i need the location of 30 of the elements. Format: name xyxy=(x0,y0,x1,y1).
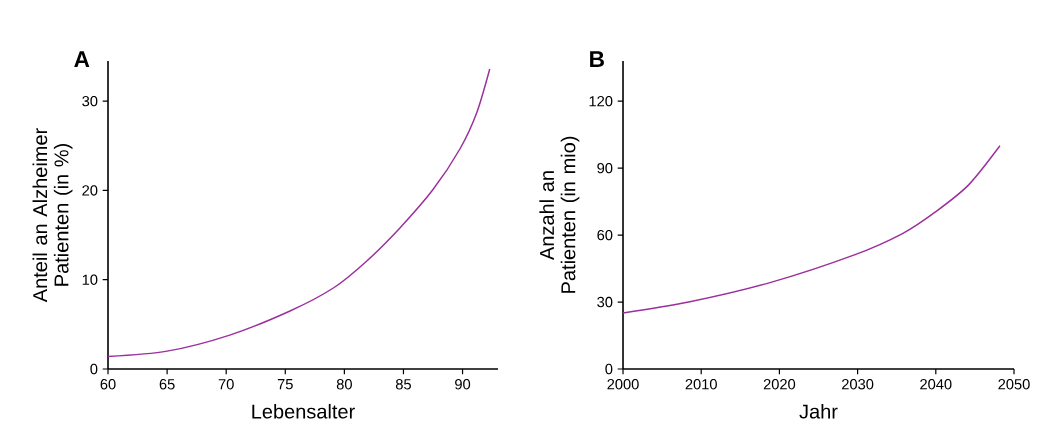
y-tick-label: 120 xyxy=(589,96,613,107)
x-tick-label: 2040 xyxy=(920,379,952,390)
x-axis-title: Jahr xyxy=(799,403,838,419)
chart-title: A xyxy=(74,51,90,67)
y-tick-label: 20 xyxy=(82,185,98,196)
y-tick-label: 0 xyxy=(605,363,613,375)
x-tick-label: 70 xyxy=(218,379,234,390)
x-tick-label: 75 xyxy=(277,379,293,390)
chart-title: B xyxy=(590,51,604,67)
y-axis-title: Anzahl an Patienten (in mio) xyxy=(539,136,580,293)
x-tick-label: 2050 xyxy=(998,379,1030,390)
y-tick-label: 60 xyxy=(597,229,613,241)
x-tick-label: 80 xyxy=(336,379,352,390)
y-tick-label: 30 xyxy=(597,296,613,308)
x-tick-label: 2020 xyxy=(763,379,796,390)
x-tick-label: 60 xyxy=(100,379,116,390)
y-axis-title: Anteil an Alzheimer Patienten (in %) xyxy=(32,128,73,303)
y-tick-label: 30 xyxy=(82,96,98,107)
y-tick-label: 10 xyxy=(82,274,98,285)
x-tick-label: 2010 xyxy=(685,379,717,390)
x-tick-label: 2030 xyxy=(842,379,874,390)
x-tick-label: 85 xyxy=(395,379,411,390)
x-tick-label: 65 xyxy=(159,379,175,390)
line-series xyxy=(107,68,491,358)
x-tick-label: 90 xyxy=(455,379,471,390)
x-axis-title: Lebensalter xyxy=(252,403,355,419)
line-series xyxy=(622,145,1001,314)
x-tick-label: 2000 xyxy=(607,379,639,390)
y-tick-label: 90 xyxy=(597,162,613,174)
y-tick-label: 0 xyxy=(90,363,98,375)
